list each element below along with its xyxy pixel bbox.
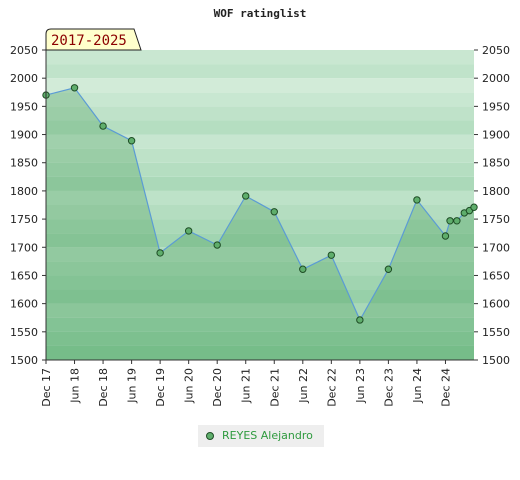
period-badge: 2017-2025: [45, 28, 142, 51]
background-band: [46, 190, 474, 205]
x-tick-label: Dec 21: [268, 368, 281, 407]
data-point: [242, 192, 250, 200]
y-tick-label: 1500: [10, 354, 38, 367]
data-point: [299, 265, 307, 273]
y-tick-label: 2000: [10, 72, 38, 85]
y-tick-label: 1800: [10, 185, 38, 198]
x-tick-label: Jun 18: [69, 368, 82, 404]
legend-label: REYES Alejandro: [222, 429, 313, 442]
background-band: [46, 233, 474, 248]
x-tick-label: Jun 23: [354, 368, 367, 404]
x-tick-label: Jun 21: [240, 368, 253, 404]
y-tick-label-right: 1600: [482, 298, 510, 311]
background-band: [46, 78, 474, 93]
data-point: [70, 84, 79, 92]
x-tick-label: Jun 19: [126, 368, 139, 404]
data-point: [470, 203, 478, 211]
y-tick-label-right: 1500: [482, 354, 510, 367]
data-point: [127, 137, 136, 145]
x-tick-label: Dec 19: [154, 368, 167, 407]
background-band: [46, 148, 474, 163]
y-tick-label: 2050: [10, 44, 38, 57]
y-ticks-right: 1500 1550 1600 1650 1700 1750 1800 1850 1900 1950…: [474, 44, 510, 367]
y-tick-label-right: 1750: [482, 213, 510, 226]
background-band: [46, 317, 474, 332]
background-band: [46, 205, 474, 220]
y-tick-label-right: 1700: [482, 241, 510, 254]
y-tick-label: 1600: [10, 298, 38, 311]
y-tick-label-right: 2000: [482, 72, 510, 85]
y-ticks-left: 1500 1550 1600 1650 1700 1750 1800 1850 1900 1950…: [10, 44, 46, 367]
data-point: [213, 241, 221, 249]
data-point: [446, 217, 454, 225]
background-band: [46, 64, 474, 79]
x-tick-label: Jun 24: [411, 368, 424, 404]
y-tick-label: 1850: [10, 157, 38, 170]
data-point: [413, 196, 421, 204]
y-tick-label: 1950: [10, 100, 38, 113]
x-tick-label: Dec 17: [40, 368, 53, 407]
x-tick-label: Jun 20: [183, 368, 196, 404]
data-point: [327, 251, 336, 259]
background-band: [46, 92, 474, 107]
background-band: [46, 261, 474, 276]
x-tick-label: Jun 22: [297, 368, 310, 404]
y-tick-label-right: 1650: [482, 269, 510, 282]
data-point: [99, 122, 107, 130]
x-tick-label: Dec 18: [97, 368, 110, 407]
x-tick-label: Dec 23: [382, 368, 395, 407]
background-band: [46, 289, 474, 304]
legend-marker: [206, 432, 214, 440]
background-band: [46, 331, 474, 346]
y-tick-label-right: 1800: [482, 185, 510, 198]
data-point: [270, 208, 278, 216]
background-band: [46, 106, 474, 121]
x-tick-label: Dec 22: [325, 368, 338, 407]
data-point: [156, 249, 164, 257]
background-band: [46, 247, 474, 262]
x-tick-label: Dec 24: [439, 368, 452, 407]
y-tick-label: 1750: [10, 213, 38, 226]
period-badge-shape: [45, 28, 142, 51]
y-tick-label-right: 2050: [482, 44, 510, 57]
y-tick-label-right: 1900: [482, 129, 510, 142]
y-tick-label: 1700: [10, 241, 38, 254]
x-tick-label: Dec 20: [211, 368, 224, 407]
background-band: [46, 134, 474, 149]
background-band: [46, 275, 474, 290]
y-tick-label: 1650: [10, 269, 38, 282]
background-band: [46, 50, 474, 65]
y-tick-label: 1550: [10, 326, 38, 339]
legend: REYES Alejandro: [198, 425, 324, 447]
period-badge-text: 2017-2025: [51, 33, 127, 49]
background-band: [46, 176, 474, 191]
data-point: [441, 232, 450, 240]
y-tick-label-right: 1950: [482, 100, 510, 113]
series-area: [46, 87, 474, 361]
background-band: [46, 120, 474, 135]
series-markers: [42, 84, 478, 324]
data-point: [453, 217, 461, 225]
y-tick-label-right: 1850: [482, 157, 510, 170]
x-ticks: Dec 17 Jun 18 Dec 18 Jun 19 Dec 19 Jun 20 Dec …: [40, 360, 452, 407]
y-tick-label-right: 1550: [482, 326, 510, 339]
data-point: [384, 265, 393, 273]
chart-title: WOF ratinglist: [214, 7, 307, 20]
data-point: [356, 316, 364, 324]
background-band: [46, 345, 474, 360]
y-tick-label: 1900: [10, 129, 38, 142]
data-point: [184, 227, 193, 235]
background-band: [46, 162, 474, 177]
background-bands: [46, 50, 474, 360]
